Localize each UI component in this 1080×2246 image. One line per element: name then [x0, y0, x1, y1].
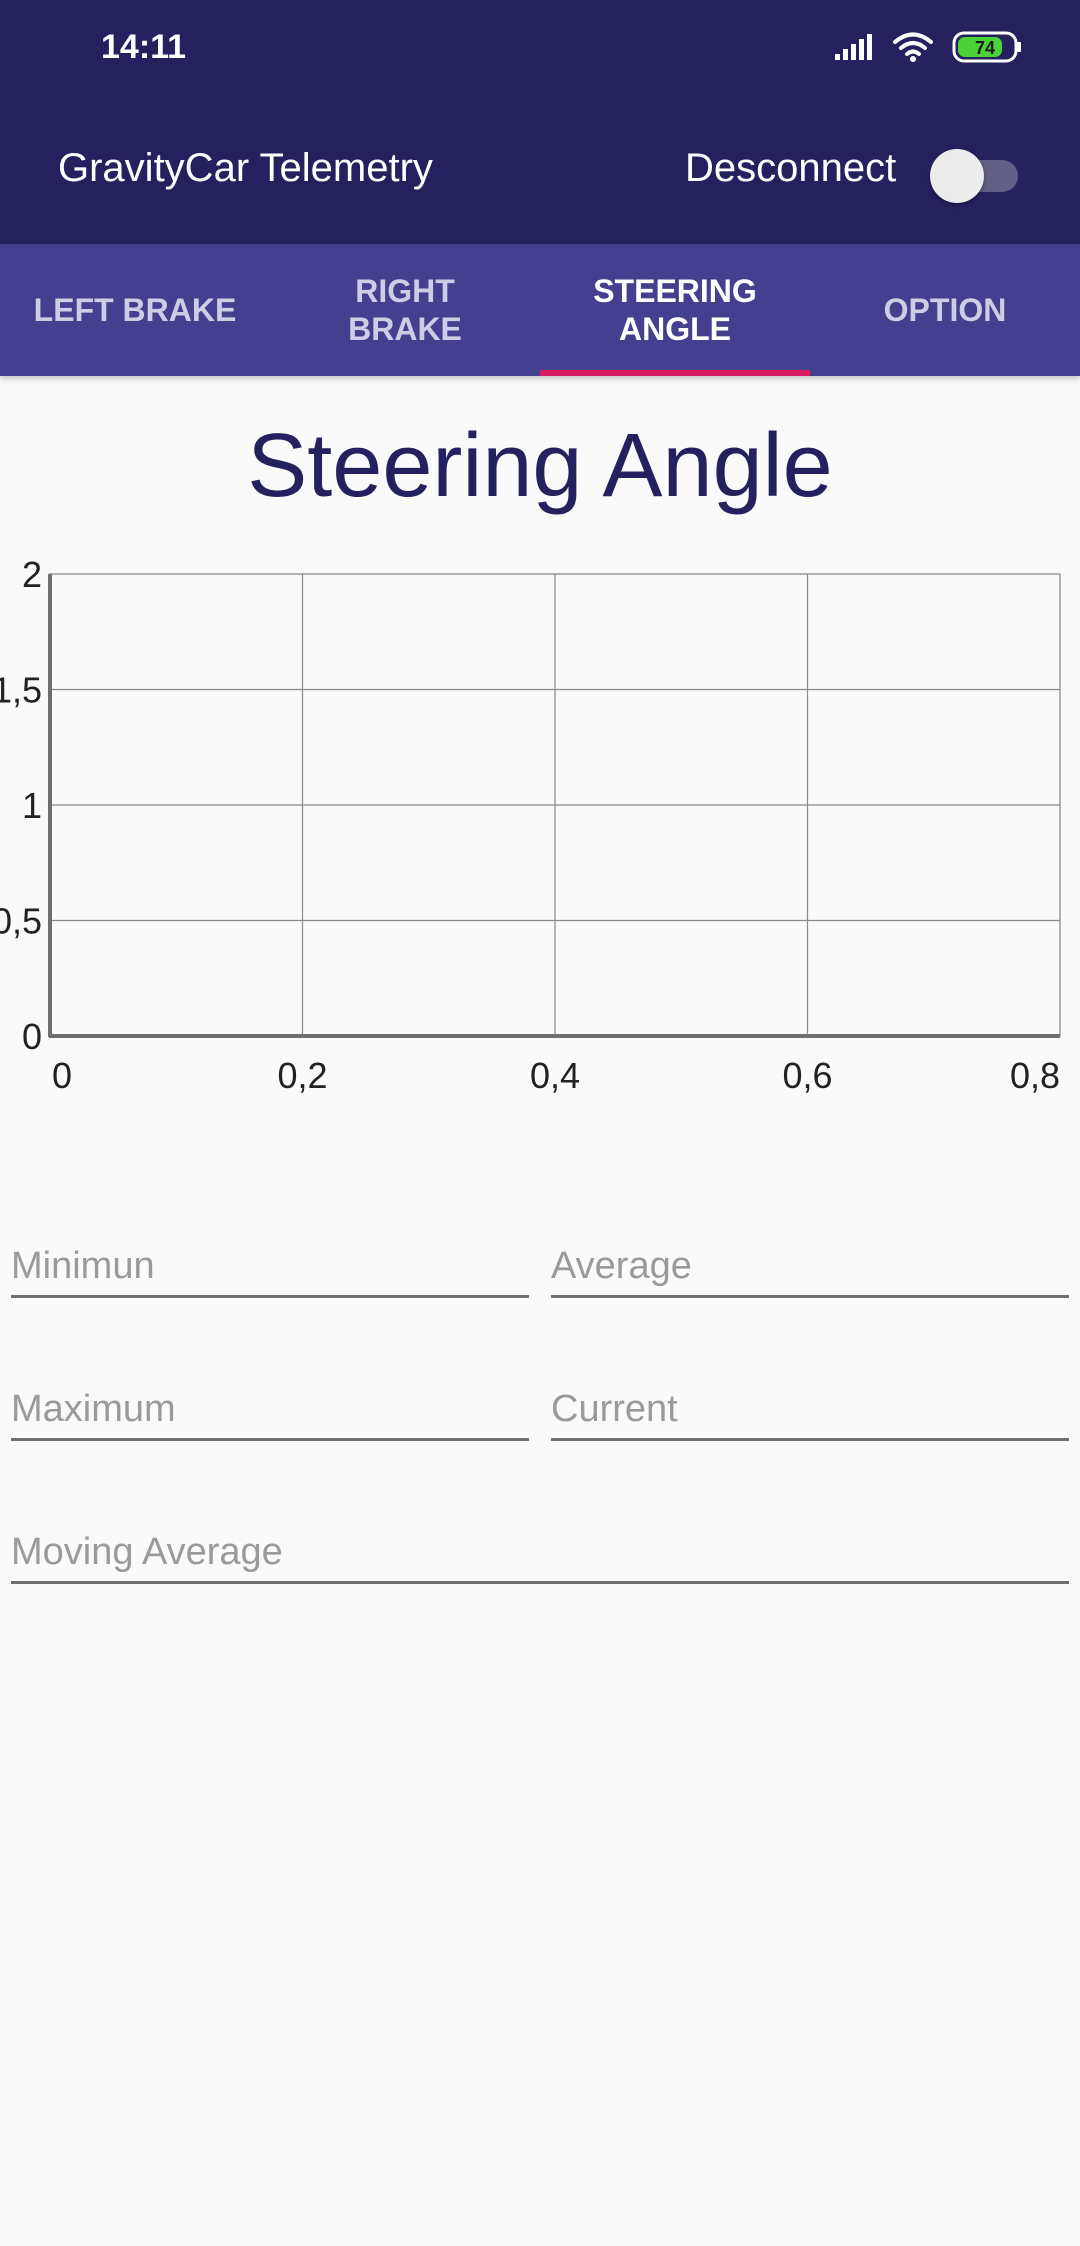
minimum-field-container [11, 1245, 529, 1298]
toggle-thumb [930, 149, 984, 203]
chart-x-tick-label: 0,4 [530, 1055, 580, 1096]
app-title: GravityCar Telemetry [58, 146, 433, 190]
status-icons: 74 [834, 30, 1022, 64]
tab-steering-angle[interactable]: STEERING ANGLE [593, 273, 757, 347]
chart-y-tick-label: 1 [22, 785, 42, 826]
maximum-field[interactable] [11, 1388, 529, 1437]
chart-x-tick-label: 0,6 [782, 1055, 832, 1096]
chart-x-tick-label: 0,2 [277, 1055, 327, 1096]
chart-y-tick-label: 2 [22, 560, 42, 595]
maximum-field-container [11, 1388, 529, 1441]
chart-y-tick-label: 0,5 [0, 901, 42, 942]
disconnect-label: Desconnect [685, 146, 897, 190]
tab-right-brake[interactable]: RIGHT BRAKE [348, 273, 462, 347]
chart-y-tick-label: 0 [22, 1016, 42, 1057]
chart-x-tick-label: 0 [52, 1055, 72, 1096]
status-bar: 14:11 74 [0, 0, 1080, 98]
average-field[interactable] [551, 1245, 1069, 1294]
chart-x-tick-label: 0,8 [1010, 1055, 1060, 1096]
moving-average-field[interactable] [11, 1531, 1069, 1580]
steering-angle-chart: 0 0,2 0,4 0,6 0,8 0 0,5 1 1,5 2 [0, 560, 1061, 1096]
app-bar: GravityCar Telemetry Desconnect [0, 98, 1080, 244]
minimum-field[interactable] [11, 1245, 529, 1294]
status-time: 14:11 [101, 28, 187, 66]
battery-level: 74 [975, 38, 995, 58]
tab-left-brake[interactable]: LEFT BRAKE [33, 292, 237, 328]
average-field-container [551, 1245, 1069, 1298]
moving-average-field-container [11, 1531, 1069, 1584]
tab-bar: LEFT BRAKE RIGHT BRAKE STEERING ANGLE OP… [0, 244, 1080, 376]
page-title: Steering Angle [247, 416, 833, 516]
connection-toggle[interactable] [930, 142, 1020, 203]
tab-option[interactable]: OPTION [883, 292, 1007, 328]
current-field-container [551, 1388, 1069, 1441]
wifi-icon [893, 32, 933, 62]
signal-icon [835, 34, 872, 60]
battery-icon: 74 [952, 31, 1021, 63]
current-field[interactable] [551, 1388, 1069, 1437]
active-tab-indicator [540, 370, 810, 376]
chart-y-tick-label: 1,5 [0, 670, 42, 711]
